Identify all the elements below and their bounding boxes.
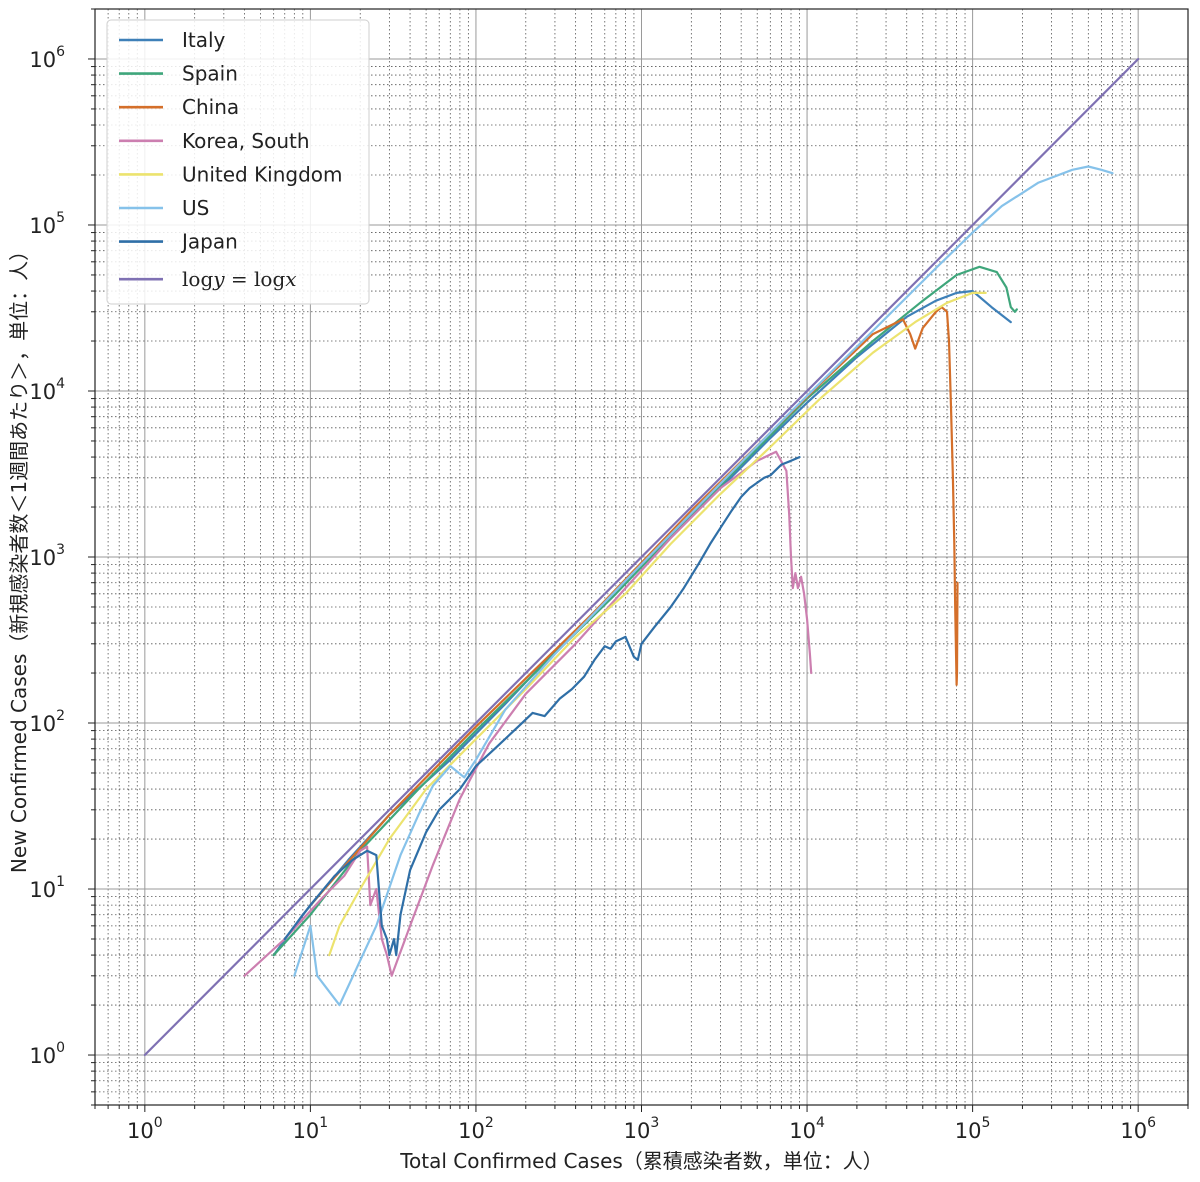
- legend-entry: Japan: [180, 230, 238, 254]
- legend-entry: Spain: [182, 62, 238, 86]
- y-tick-label: 100: [29, 1040, 65, 1068]
- y-axis: 100 101 102 103 104 105 106: [29, 8, 95, 1106]
- series-line-us: [293, 165, 1114, 1007]
- x-tick-label: 102: [458, 1115, 494, 1143]
- legend-entry: Korea, South: [182, 129, 310, 153]
- series-line-korea-south: [243, 450, 813, 977]
- series-line-logy-logx: [143, 57, 1140, 1057]
- x-tick-label: 101: [293, 1115, 329, 1143]
- legend-entry: United Kingdom: [182, 162, 343, 186]
- y-tick-label: 106: [29, 44, 65, 72]
- legend-entry: Italy: [182, 28, 226, 52]
- y-tick-label: 104: [29, 376, 65, 404]
- series-line-japan: [283, 456, 801, 957]
- x-tick-label: 103: [624, 1115, 660, 1143]
- x-axis-label: Total Confirmed Cases（累積感染者数，単位：人）: [399, 1149, 883, 1173]
- x-tick-label: 105: [955, 1115, 991, 1143]
- series-lines: [143, 57, 1140, 1057]
- y-tick-label: 103: [29, 542, 65, 570]
- series-line-united-kingdom: [328, 291, 987, 957]
- x-tick-label: 104: [789, 1115, 825, 1143]
- y-axis-label: New Confirmed Cases（新規感染者数＜1週間あたり＞，単位：人）: [7, 241, 31, 873]
- legend-box: [106, 19, 370, 305]
- y-tick-label: 105: [29, 210, 65, 238]
- y-tick-label: 101: [29, 874, 65, 902]
- x-axis: 100 101 102 103 104 105 106: [94, 1105, 1189, 1143]
- legend-entry: China: [182, 95, 239, 119]
- series-line-china: [309, 306, 959, 907]
- x-tick-label: 106: [1120, 1115, 1156, 1143]
- legend: Italy Spain China Korea, South United Kingdo…: [106, 19, 370, 305]
- legend-entry: US: [182, 196, 209, 220]
- x-tick-label: 100: [127, 1115, 163, 1143]
- legend-entry: log𝑦 = log𝑥: [182, 267, 297, 291]
- y-tick-label: 102: [29, 708, 65, 736]
- series-line-spain: [272, 265, 1018, 957]
